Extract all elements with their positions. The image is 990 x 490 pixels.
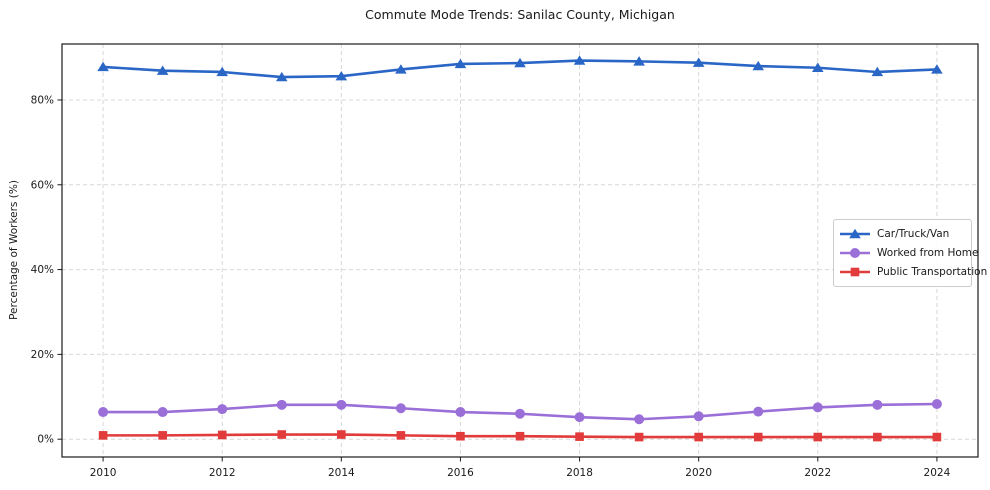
data-point-car-truck-van <box>752 60 765 71</box>
legend-item-public-transportation: Public Transportation <box>840 262 987 281</box>
x-tick-label: 2018 <box>566 467 593 479</box>
legend-triangle-marker-icon <box>840 228 870 238</box>
data-point-worked-from-home <box>515 408 525 419</box>
data-point-car-truck-van <box>931 64 943 74</box>
x-tick-label: 2010 <box>90 467 117 479</box>
data-point-public-transportation <box>337 430 346 439</box>
data-point-public-transportation <box>932 432 942 442</box>
data-point-public-transportation <box>456 431 465 441</box>
data-point-car-truck-van <box>454 58 467 69</box>
data-point-car-truck-van <box>395 64 407 74</box>
x-tick-label: 2012 <box>209 467 236 479</box>
data-point-car-truck-van <box>335 71 348 81</box>
data-point-public-transportation <box>396 431 406 440</box>
legend-label: Public Transportation <box>877 265 988 278</box>
data-point-worked-from-home <box>217 404 228 415</box>
legend-square-marker-icon <box>840 267 870 276</box>
data-point-public-transportation <box>575 432 584 441</box>
data-point-worked-from-home <box>455 407 466 418</box>
axes-ticks: 0% 20% 40% 60% 80% 2010 2012 2014 2016 2018 2020 20… <box>31 94 951 479</box>
data-point-worked-from-home <box>157 407 168 418</box>
data-point-worked-from-home <box>693 411 704 422</box>
data-point-car-truck-van <box>871 66 884 77</box>
data-point-public-transportation <box>813 432 823 442</box>
data-point-car-truck-van <box>156 65 169 75</box>
x-tick-label: 2020 <box>685 467 712 479</box>
data-point-car-truck-van <box>573 55 586 65</box>
y-tick-label: 40% <box>31 264 54 276</box>
legend-circle-marker-icon <box>840 247 870 258</box>
data-point-worked-from-home <box>98 407 109 418</box>
data-point-public-transportation <box>277 430 287 439</box>
data-point-worked-from-home <box>395 403 406 414</box>
legend: Car/Truck/Van Worked from Home Public Tr… <box>833 219 987 287</box>
chart-title: Commute Mode Trends: Sanilac County, Mic… <box>365 7 675 22</box>
data-point-public-transportation <box>694 432 703 442</box>
data-point-public-transportation <box>634 432 644 442</box>
legend-sample-marker <box>850 267 860 276</box>
data-point-car-truck-van <box>216 66 229 77</box>
data-point-car-truck-van <box>514 57 526 68</box>
data-point-car-truck-van <box>811 62 824 72</box>
legend-item-worked-from-home: Worked from Home <box>840 243 978 262</box>
series-public-transportation <box>98 430 942 442</box>
data-point-worked-from-home <box>276 399 287 410</box>
data-point-worked-from-home <box>574 412 585 423</box>
data-point-public-transportation <box>158 431 167 440</box>
data-point-worked-from-home <box>931 398 942 409</box>
legend-label: Worked from Home <box>877 246 979 259</box>
y-tick-label: 0% <box>37 434 54 446</box>
data-point-worked-from-home <box>753 406 764 417</box>
data-point-worked-from-home <box>336 399 347 410</box>
x-tick-label: 2022 <box>804 467 831 479</box>
data-point-public-transportation <box>753 432 763 442</box>
legend-sample-marker <box>850 247 860 258</box>
data-point-public-transportation <box>217 430 227 440</box>
y-tick-label: 20% <box>31 349 54 361</box>
legend-label: Car/Truck/Van <box>877 227 950 240</box>
data-point-worked-from-home <box>872 399 883 410</box>
data-point-worked-from-home <box>634 414 645 425</box>
x-tick-label: 2016 <box>447 467 474 479</box>
legend-item-car-truck-van: Car/Truck/Van <box>840 224 965 243</box>
x-tick-label: 2014 <box>328 467 355 479</box>
y-tick-label: 60% <box>31 179 54 191</box>
series-car-truck-van <box>97 55 943 82</box>
series-worked-from-home <box>98 398 942 425</box>
x-tick-label: 2024 <box>924 467 951 479</box>
y-tick-label: 80% <box>31 94 54 106</box>
data-point-worked-from-home <box>812 402 823 413</box>
data-point-public-transportation <box>515 431 525 441</box>
data-point-car-truck-van <box>692 57 705 67</box>
data-point-car-truck-van <box>97 61 109 72</box>
data-point-public-transportation <box>98 431 108 440</box>
legend-sample-marker <box>849 228 861 238</box>
axis-frame <box>61 43 979 458</box>
data-point-car-truck-van <box>633 56 645 66</box>
data-point-public-transportation <box>873 432 882 442</box>
data-point-car-truck-van <box>275 71 288 82</box>
